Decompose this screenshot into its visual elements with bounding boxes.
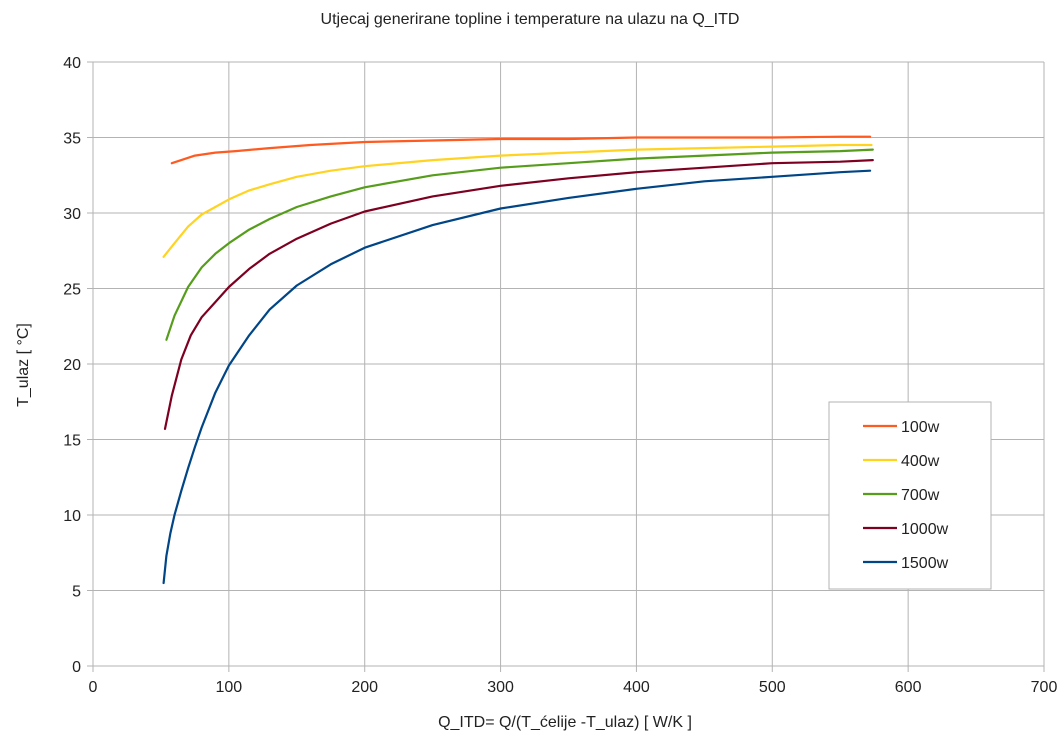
series-lines [162, 135, 874, 585]
y-tick-label: 10 [63, 508, 81, 525]
y-axis-title: T_ulaz [ °C] [15, 323, 32, 407]
y-tick-label: 5 [72, 584, 81, 601]
axes: 0 100 200 300 400 500 600 700 0 5 10 15 20 25 30 35 40 [63, 55, 1057, 696]
legend-label: 700w [901, 487, 940, 504]
x-tick-label: 0 [89, 679, 98, 696]
y-tick-label: 25 [63, 282, 81, 299]
y-tick-label: 15 [63, 433, 81, 450]
series-line-1000w [163, 159, 874, 430]
y-tick-label: 20 [63, 357, 81, 374]
grid [93, 61, 1045, 666]
x-tick-label: 400 [623, 679, 650, 696]
legend-label: 1000w [901, 521, 949, 538]
x-tick-label: 100 [216, 679, 243, 696]
legend: 100w 400w 700w 1000w 1500w [828, 401, 992, 590]
legend-label: 400w [901, 453, 940, 470]
x-tick-label: 600 [895, 679, 922, 696]
y-tick-label: 35 [63, 131, 81, 148]
series-line-400w [162, 143, 873, 258]
x-tick-label: 500 [759, 679, 786, 696]
x-tick-label: 700 [1031, 679, 1058, 696]
x-axis-title: Q_ITD= Q/(T_ćelije -T_ulaz) [ W/K ] [438, 714, 692, 731]
x-tick-label: 200 [351, 679, 378, 696]
y-tick-label: 0 [72, 659, 81, 676]
series-line-700w [165, 148, 874, 341]
y-tick-label: 30 [63, 206, 81, 223]
y-tick-label: 40 [63, 55, 81, 72]
x-tick-label: 300 [487, 679, 514, 696]
legend-box [828, 401, 992, 590]
legend-label: 1500w [901, 555, 949, 572]
legend-label: 100w [901, 419, 940, 436]
chart-title: Utjecaj generirane topline i temperature… [321, 11, 740, 28]
series-line-1500w [162, 169, 872, 585]
series-line-100w [170, 135, 872, 165]
